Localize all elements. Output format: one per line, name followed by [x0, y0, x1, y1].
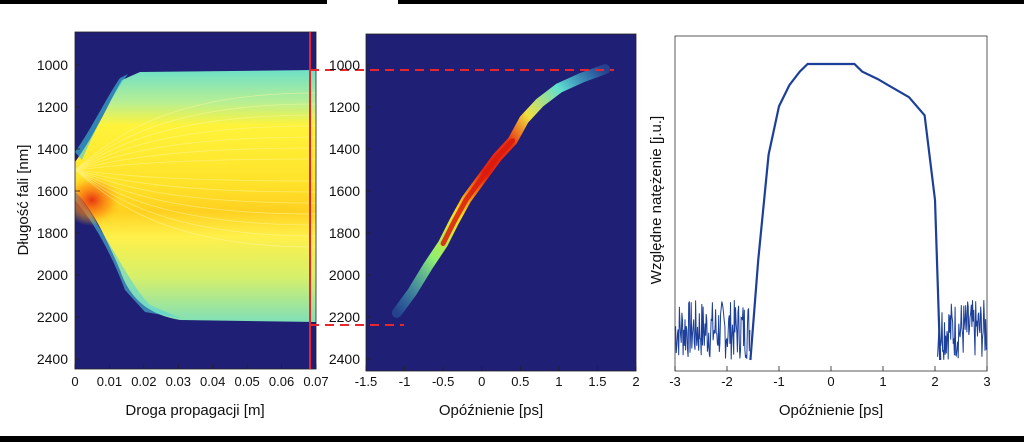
bottom-border: [0, 436, 1024, 442]
x-tick-label: 2: [931, 374, 938, 389]
top-border-left: [0, 0, 327, 4]
y-tick-label: 1400: [329, 141, 360, 157]
panel-temporal-profile: -3 -2 -1 0 1 2 3 Opóźnienie [ps] Względne natę…: [648, 35, 991, 419]
fringe-lines: [75, 92, 316, 248]
axes-2-box: [365, 33, 637, 372]
x-tick-label: 0.5: [511, 374, 529, 389]
x-tick-label: 0.01: [97, 374, 122, 389]
x-tick-label: -1.5: [355, 374, 377, 389]
x-tick-label: -3: [669, 374, 681, 389]
x-tick-label: 0.07: [303, 374, 328, 389]
spectrogram-trace-core: [440, 138, 516, 246]
y-tick-label: 1800: [329, 225, 360, 241]
y-tick-label: 2400: [329, 351, 360, 367]
fringe-line: [75, 114, 316, 171]
panel-2-y-ticks: 1000 1200 1400 1600 1800 2000 2200 2400: [329, 57, 371, 367]
y-tick-label: 1200: [329, 99, 360, 115]
panel-1-ylabel: Długość fali [nm]: [15, 145, 32, 256]
panel-1-x-ticks: 0 0.01 0.02 0.03 0.04 0.05 0.06 0.07: [71, 364, 329, 389]
band-edge-top: [75, 74, 128, 160]
x-tick-label: 0.02: [131, 374, 156, 389]
y-tick-label: 2000: [329, 267, 360, 283]
fringe-line: [75, 169, 316, 215]
x-tick-label: 1: [879, 374, 886, 389]
fringe-line: [75, 169, 316, 193]
axes-3-box: [674, 35, 988, 372]
x-tick-label: 3: [983, 374, 990, 389]
x-tick-label: 0: [71, 374, 78, 389]
x-tick-label: -1: [773, 374, 785, 389]
x-tick-label: 0.06: [269, 374, 294, 389]
fringe-line: [75, 125, 316, 171]
fringe-line: [75, 92, 316, 171]
fringe-line: [75, 147, 316, 171]
x-tick-label: 1.5: [588, 374, 606, 389]
fringe-line: [75, 158, 316, 171]
panel-3-xlabel: Opóźnienie [ps]: [779, 402, 883, 419]
x-tick-label: 0.03: [166, 374, 191, 389]
fringe-line: [75, 169, 316, 226]
x-tick-label: 2: [632, 374, 639, 389]
x-tick-label: 1: [555, 374, 562, 389]
y-tick-label: 2200: [37, 309, 68, 325]
x-tick-label: 0.04: [200, 374, 225, 389]
y-tick-label: 2000: [37, 267, 68, 283]
y-tick-label: 2200: [329, 309, 360, 325]
hot-spot: [75, 174, 122, 226]
panel-spectral-evolution: 1000 1200 1400 1600 1800 2000 2200 2400 0 0.01 0.…: [15, 31, 329, 419]
fringe-line: [75, 169, 316, 204]
band-edge-bottom: [75, 190, 180, 318]
y-tick-label: 1800: [37, 225, 68, 241]
panel-1-y-ticks: 1000 1200 1400 1600 1800 2000 2200 2400: [37, 57, 80, 367]
fringe-line: [75, 103, 316, 171]
noise-trace: [674, 300, 988, 360]
fringe-line: [75, 169, 316, 248]
y-tick-label: 1400: [37, 141, 68, 157]
y-tick-label: 2400: [37, 351, 68, 367]
y-tick-label: 1600: [329, 183, 360, 199]
axes-1-box: [74, 31, 317, 370]
panel-3-ylabel: Względne natężenie [j.u.]: [648, 116, 665, 284]
x-tick-label: 0: [478, 374, 485, 389]
y-tick-label: 1000: [37, 57, 68, 73]
fringe-line: [75, 169, 316, 237]
x-tick-label: 0: [827, 374, 834, 389]
fringe-line: [75, 136, 316, 171]
panel-3-x-ticks: -3 -2 -1 0 1 2 3: [669, 366, 991, 389]
panel-1-xlabel: Droga propagacji [m]: [125, 402, 264, 419]
x-tick-label: -2: [721, 374, 733, 389]
x-tick-label: -0.5: [432, 374, 454, 389]
x-tick-label: 0.05: [234, 374, 259, 389]
y-tick-label: 1000: [329, 57, 360, 73]
spectrum-band: [75, 70, 316, 322]
panel-2-x-ticks: -1.5 -1 -0.5 0 0.5 1 1.5 2: [355, 366, 640, 389]
y-tick-label: 1600: [37, 183, 68, 199]
intensity-profile-line: [749, 62, 942, 361]
panel-2-xlabel: Opóźnienie [ps]: [439, 402, 543, 419]
heatmap-2-background: [366, 34, 636, 371]
y-tick-label: 1200: [37, 99, 68, 115]
x-tick-label: -1: [399, 374, 411, 389]
top-border-right: [398, 0, 1024, 4]
fringe-line: [75, 169, 316, 182]
